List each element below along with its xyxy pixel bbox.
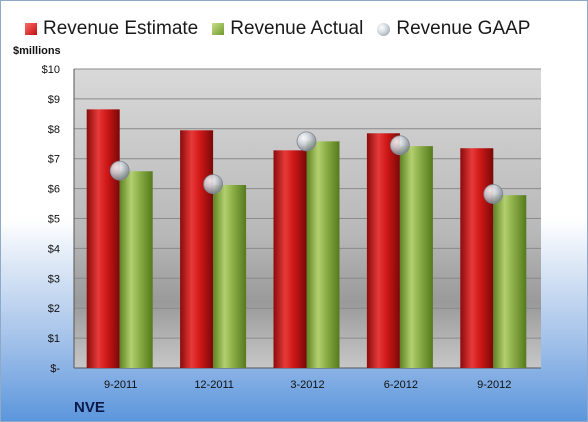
y-tick-label: $3 (48, 273, 60, 285)
x-tick-label: 12-2011 (194, 379, 234, 391)
legend-item-revenue-actual: Revenue Actual (212, 18, 363, 40)
y-tick-label: $8 (48, 124, 60, 136)
bar-revenue-estimate (86, 109, 120, 369)
x-tick-label: 9-2011 (104, 379, 137, 391)
bar-revenue-estimate (460, 148, 494, 368)
marker-revenue-gaap (203, 174, 224, 195)
bar-revenue-actual (306, 141, 340, 368)
legend-swatch-revenue-estimate (25, 23, 37, 35)
bar-revenue-actual (493, 195, 527, 368)
legend: Revenue Estimate Revenue Actual Revenue … (25, 15, 544, 43)
y-tick-label: $10 (42, 64, 60, 76)
legend-label-revenue-gaap: Revenue GAAP (396, 18, 531, 39)
y-tick-label: $4 (48, 243, 60, 255)
legend-item-revenue-estimate: Revenue Estimate (25, 18, 198, 40)
bar-revenue-estimate (273, 150, 307, 368)
bar-revenue-actual (399, 146, 433, 368)
y-tick-label: $- (50, 363, 60, 375)
bar-revenue-estimate (366, 133, 400, 368)
legend-swatch-revenue-actual (212, 23, 225, 35)
y-tick-label: $7 (48, 154, 60, 166)
marker-revenue-gaap (296, 131, 317, 152)
y-tick-label: $5 (48, 214, 60, 226)
bar-revenue-actual (119, 171, 153, 368)
y-tick-label: $9 (48, 94, 60, 106)
legend-item-revenue-gaap: Revenue GAAP (377, 18, 530, 40)
legend-label-revenue-estimate: Revenue Estimate (43, 18, 199, 39)
y-tick-label: $1 (48, 333, 60, 345)
marker-revenue-gaap (389, 135, 410, 156)
marker-revenue-gaap (109, 160, 130, 181)
x-tick-label: 3-2012 (290, 379, 324, 391)
y-tick-label: $2 (48, 303, 60, 315)
marker-revenue-gaap (483, 184, 504, 204)
y-tick-label: $6 (48, 184, 60, 196)
bar-revenue-estimate (180, 130, 214, 368)
x-tick-label: 6-2012 (384, 379, 418, 391)
x-tick-label: 9-2012 (477, 379, 511, 391)
company-label: NVE (74, 399, 105, 416)
legend-label-revenue-actual: Revenue Actual (230, 18, 364, 39)
y-axis-label: $millions (13, 45, 61, 57)
legend-swatch-revenue-gaap (377, 22, 391, 36)
bar-revenue-actual (213, 185, 247, 368)
